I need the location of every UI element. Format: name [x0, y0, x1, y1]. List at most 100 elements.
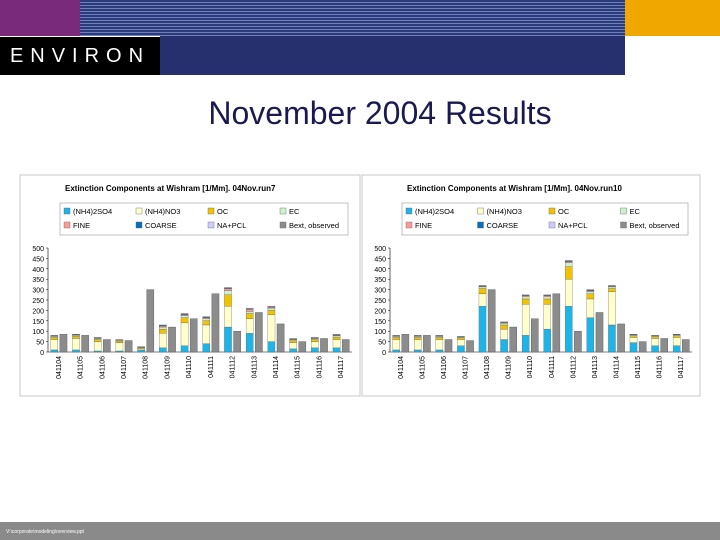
- bar-segment: [629, 337, 638, 343]
- y-tick-label: 200: [32, 308, 44, 315]
- bar-segment: [629, 335, 638, 338]
- y-tick-label: 50: [378, 340, 386, 347]
- bar-observed: [276, 323, 285, 353]
- y-tick-label: 300: [32, 288, 44, 295]
- bar-segment: [50, 337, 59, 340]
- legend-label: (NH4)2SO4: [73, 207, 112, 216]
- bar-observed: [298, 341, 307, 353]
- x-tick-label: 041105: [78, 356, 85, 379]
- y-tick-label: 150: [32, 319, 44, 326]
- x-tick-label: 041113: [592, 356, 599, 378]
- bar-segment: [289, 348, 297, 353]
- bar-segment: [137, 347, 145, 350]
- x-tick-label: 041115: [295, 356, 302, 378]
- bar-segment: [521, 296, 530, 300]
- bar-segment: [392, 337, 400, 340]
- bar-segment: [159, 326, 167, 330]
- bar-segment: [72, 335, 80, 337]
- footer: V:\corporate\modeling\overview.ppt: [0, 522, 720, 540]
- bar-segment: [332, 347, 341, 353]
- y-tick-label: 450: [32, 256, 44, 263]
- bar-segment: [543, 328, 551, 353]
- bar-segment: [159, 325, 167, 328]
- bar-segment: [267, 314, 276, 342]
- bar-segment: [245, 311, 254, 314]
- bar-segment: [672, 345, 681, 353]
- bar-segment: [245, 333, 254, 353]
- legend-swatch: [405, 221, 413, 229]
- bar-observed: [423, 335, 431, 353]
- legend-swatch: [135, 221, 143, 229]
- bar-segment: [289, 339, 297, 341]
- bar-segment: [289, 342, 297, 350]
- bar-segment: [267, 307, 276, 309]
- bar-observed: [146, 289, 155, 353]
- x-tick-label: 041111: [549, 356, 556, 378]
- y-tick-label: 100: [32, 329, 44, 336]
- bar-segment: [245, 309, 254, 312]
- bar-segment: [414, 337, 422, 340]
- bar-segment: [115, 342, 124, 352]
- legend-label: COARSE: [487, 221, 519, 230]
- x-tick-label: 041113: [251, 356, 258, 378]
- bar-observed: [233, 331, 241, 353]
- legend-swatch: [477, 207, 484, 215]
- x-tick-label: 041117: [678, 356, 685, 378]
- y-tick-label: 500: [32, 246, 44, 253]
- bar-segment: [202, 320, 211, 326]
- bar-observed: [189, 318, 198, 353]
- bar-segment: [586, 291, 595, 294]
- bar-segment: [586, 290, 595, 292]
- bar-observed: [660, 338, 668, 353]
- bar-segment: [180, 314, 189, 316]
- x-tick-label: 041112: [230, 356, 237, 378]
- bar-segment: [93, 350, 102, 353]
- bar-segment: [180, 317, 189, 324]
- logo: ENVIRON: [0, 37, 160, 75]
- bar-segment: [311, 341, 319, 348]
- bar-segment: [311, 339, 319, 342]
- bar-segment: [202, 317, 211, 319]
- bar-segment: [435, 339, 444, 351]
- legend-swatch: [405, 207, 413, 215]
- bar-observed: [59, 334, 68, 353]
- bar-segment: [414, 336, 422, 338]
- bar-segment: [608, 291, 616, 326]
- x-tick-label: 041114: [614, 356, 621, 378]
- x-tick-label: 041112: [570, 356, 577, 378]
- bar-segment: [521, 298, 530, 305]
- bar-segment: [72, 336, 80, 339]
- bar-segment: [50, 336, 59, 338]
- legend-swatch: [620, 207, 627, 215]
- y-tick-label: 400: [32, 267, 44, 274]
- legend-label: Bext, observed: [630, 221, 680, 230]
- bar-observed: [487, 289, 496, 353]
- bar-observed: [341, 339, 350, 353]
- bar-segment: [500, 328, 508, 340]
- legend-label: NA+PCL: [558, 221, 587, 230]
- bar-observed: [103, 339, 111, 353]
- bar-segment: [565, 261, 573, 263]
- legend-label: OC: [217, 207, 229, 216]
- legend-swatch: [63, 207, 71, 215]
- header-purple: [0, 0, 80, 36]
- legend-swatch: [207, 207, 215, 215]
- legend-frame: [401, 202, 689, 236]
- bar-observed: [255, 312, 263, 353]
- legend-swatch: [548, 207, 556, 215]
- bar-segment: [414, 339, 422, 351]
- x-tick-label: 041116: [316, 356, 323, 378]
- x-tick-label: 041116: [657, 356, 664, 378]
- bar-segment: [159, 333, 167, 348]
- y-tick-label: 0: [382, 350, 386, 357]
- bar-segment: [224, 326, 232, 353]
- bar-segment: [521, 295, 530, 298]
- legend-swatch: [548, 221, 556, 229]
- bar-segment: [435, 349, 444, 353]
- bar-segment: [651, 338, 659, 346]
- x-tick-label: 041107: [121, 356, 128, 379]
- slide-title: November 2004 Results: [208, 95, 552, 131]
- legend-label: FINE: [73, 221, 90, 230]
- bar-segment: [500, 323, 508, 326]
